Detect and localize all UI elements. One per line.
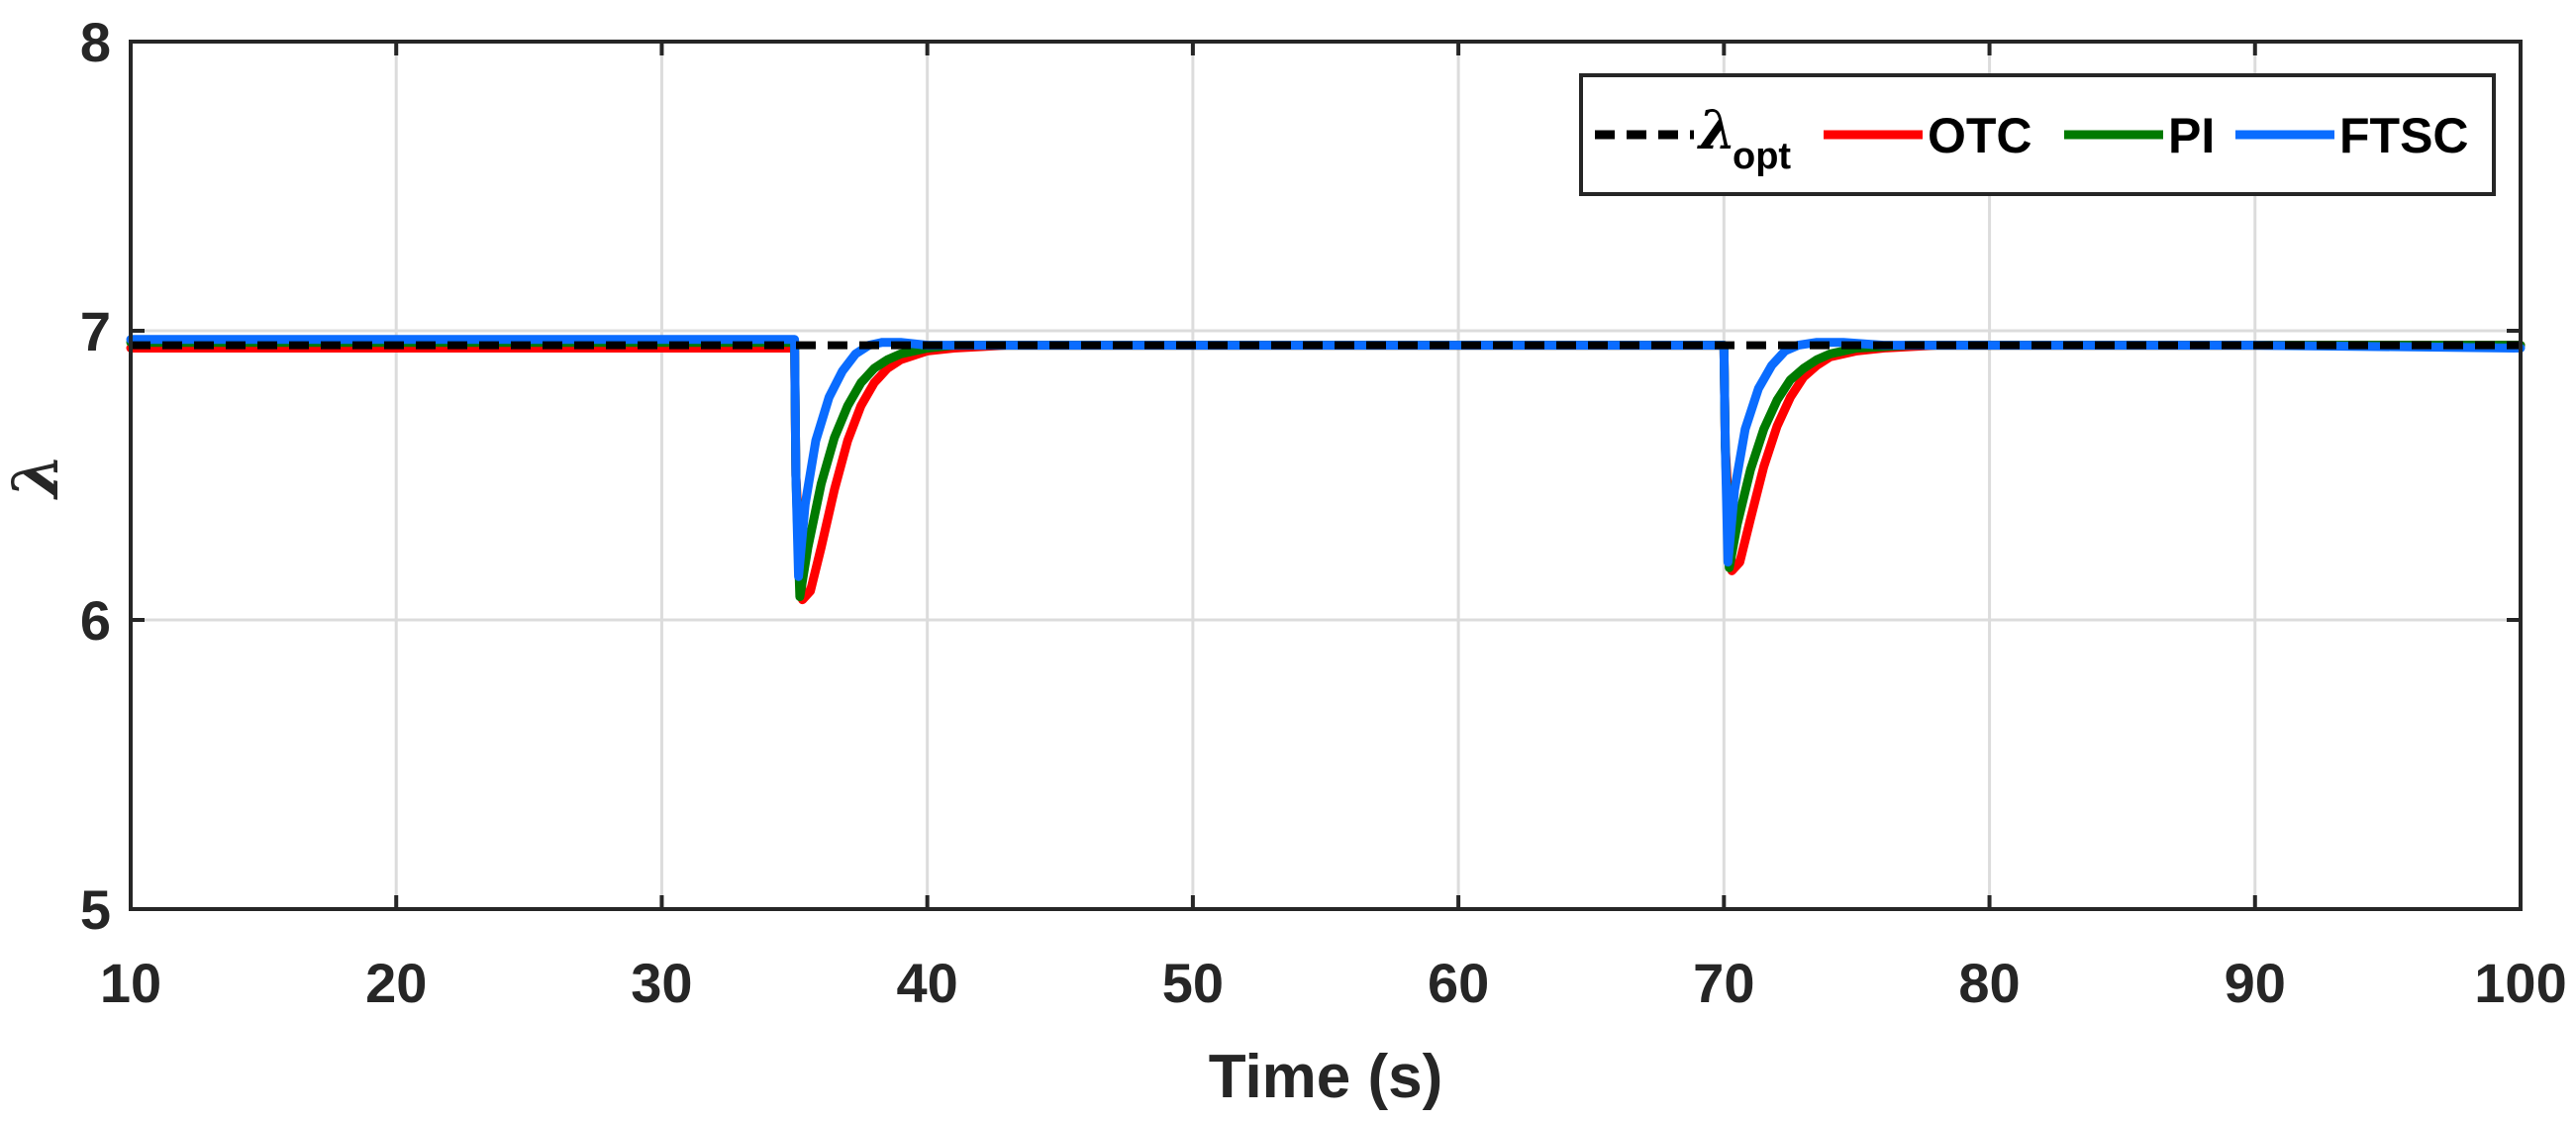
legend-label-lambda-opt: λ (1697, 98, 1736, 161)
legend: λ opt OTC PI FTSC (1579, 73, 2496, 196)
x-tick-label: 80 (1958, 952, 2020, 1014)
x-tick-label: 90 (2225, 952, 2286, 1014)
legend-label-ftsc: FTSC (2339, 108, 2469, 163)
x-tick-label: 60 (1428, 952, 1489, 1014)
y-axis-label: λ (0, 454, 73, 501)
x-tick-label: 20 (365, 952, 427, 1014)
legend-label-lambda-opt-subscript: opt (1733, 136, 1791, 177)
y-tick-label: 6 (80, 589, 111, 652)
legend-label-otc: OTC (1928, 108, 2032, 163)
x-tick-label: 30 (631, 952, 692, 1014)
legend-label-pi: PI (2168, 108, 2215, 163)
x-tick-label: 70 (1693, 952, 1754, 1014)
x-tick-labels: 10 20 30 40 50 60 70 80 90 100 (100, 952, 2567, 1014)
x-axis-label: Time (s) (1209, 1043, 1443, 1111)
y-tick-label: 8 (80, 11, 111, 73)
x-tick-label: 40 (897, 952, 958, 1014)
y-tick-label: 5 (80, 878, 111, 941)
x-tick-label: 10 (100, 952, 161, 1014)
x-tick-label: 100 (2474, 952, 2566, 1014)
ticks (129, 40, 2523, 911)
y-tick-labels: 5 6 7 8 (80, 11, 111, 941)
axes-frame (129, 40, 2523, 911)
series-layer (126, 335, 2526, 605)
x-tick-label: 50 (1162, 952, 1224, 1014)
y-tick-label: 7 (80, 300, 111, 362)
legend-box (1579, 73, 2496, 196)
